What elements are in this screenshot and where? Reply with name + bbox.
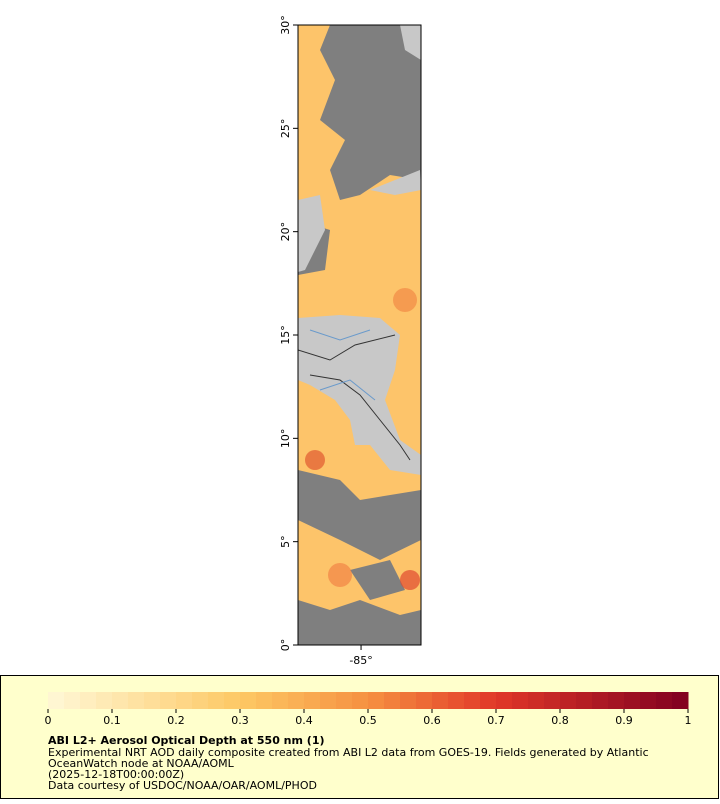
- colorbar-tick-label: 0.3: [231, 714, 249, 727]
- colorbar-cell: [480, 692, 497, 709]
- legend-line: Experimental NRT AOD daily composite cre…: [48, 746, 649, 759]
- colorbar-tick-label: 0.5: [359, 714, 377, 727]
- colorbar-tick-label: 0: [45, 714, 52, 727]
- colorbar-tick-label: 0.9: [615, 714, 633, 727]
- y-tick-label: 5°: [279, 535, 292, 548]
- colorbar-cell: [400, 692, 417, 709]
- colorbar-cell: [512, 692, 529, 709]
- colorbar-cell: [208, 692, 225, 709]
- colorbar-cell: [96, 692, 113, 709]
- colorbar-cell: [560, 692, 577, 709]
- colorbar-tick-label: 0.1: [103, 714, 121, 727]
- colorbar-cell: [528, 692, 545, 709]
- legend-line: (2025-12-18T00:00:00Z): [48, 768, 184, 781]
- colorbar-cell: [176, 692, 193, 709]
- colorbar-cell: [160, 692, 177, 709]
- colorbar-cell: [320, 692, 337, 709]
- colorbar-cell: [80, 692, 97, 709]
- colorbar-cell: [608, 692, 625, 709]
- colorbar-cell: [288, 692, 305, 709]
- colorbar-tick-label: 0.8: [551, 714, 569, 727]
- y-tick-label: 25°: [279, 119, 292, 139]
- colorbar-cell: [192, 692, 209, 709]
- colorbar-tick-label: 1: [685, 714, 692, 727]
- colorbar-cell: [416, 692, 433, 709]
- colorbar-cell: [592, 692, 609, 709]
- colorbar-tick-label: 0.2: [167, 714, 185, 727]
- colorbar-cell: [336, 692, 353, 709]
- colorbar-cell: [576, 692, 593, 709]
- colorbar-cell: [240, 692, 257, 709]
- colorbar-cell: [128, 692, 145, 709]
- colorbar-cell: [672, 692, 689, 709]
- colorbar-tick-label: 0.4: [295, 714, 313, 727]
- y-tick-label: 0°: [279, 639, 292, 652]
- colorbar-cell: [464, 692, 481, 709]
- colorbar-cell: [272, 692, 289, 709]
- colorbar-cell: [432, 692, 449, 709]
- colorbar-cell: [64, 692, 81, 709]
- colorbar-cell: [256, 692, 273, 709]
- legend-line: Data courtesy of USDOC/NOAA/OAR/AOML/PHO…: [48, 779, 317, 792]
- colorbar-cell: [368, 692, 385, 709]
- colorbar-cell: [640, 692, 657, 709]
- colorbar-tick-label: 0.6: [423, 714, 441, 727]
- colorbar-cell: [384, 692, 401, 709]
- colorbar-cell: [224, 692, 241, 709]
- colorbar-cell: [544, 692, 561, 709]
- y-tick-label: 10°: [279, 429, 292, 449]
- colorbar-cell: [352, 692, 369, 709]
- y-tick-label: 30°: [279, 15, 292, 35]
- colorbar-cell: [112, 692, 129, 709]
- colorbar-cell: [48, 692, 65, 709]
- y-tick-label: 15°: [279, 325, 292, 345]
- colorbar-tick-label: 0.7: [487, 714, 505, 727]
- x-tick-label: -85°: [349, 654, 372, 667]
- colorbar-cell: [304, 692, 321, 709]
- colorbar-cell: [144, 692, 161, 709]
- legend-title: ABI L2+ Aerosol Optical Depth at 550 nm …: [48, 734, 325, 747]
- colorbar-cell: [448, 692, 465, 709]
- y-tick-label: 20°: [279, 222, 292, 242]
- colorbar-cell: [496, 692, 513, 709]
- legend-line: OceanWatch node at NOAA/AOML: [48, 757, 235, 770]
- colorbar-cell: [656, 692, 673, 709]
- colorbar-cell: [624, 692, 641, 709]
- map-image: [298, 25, 421, 645]
